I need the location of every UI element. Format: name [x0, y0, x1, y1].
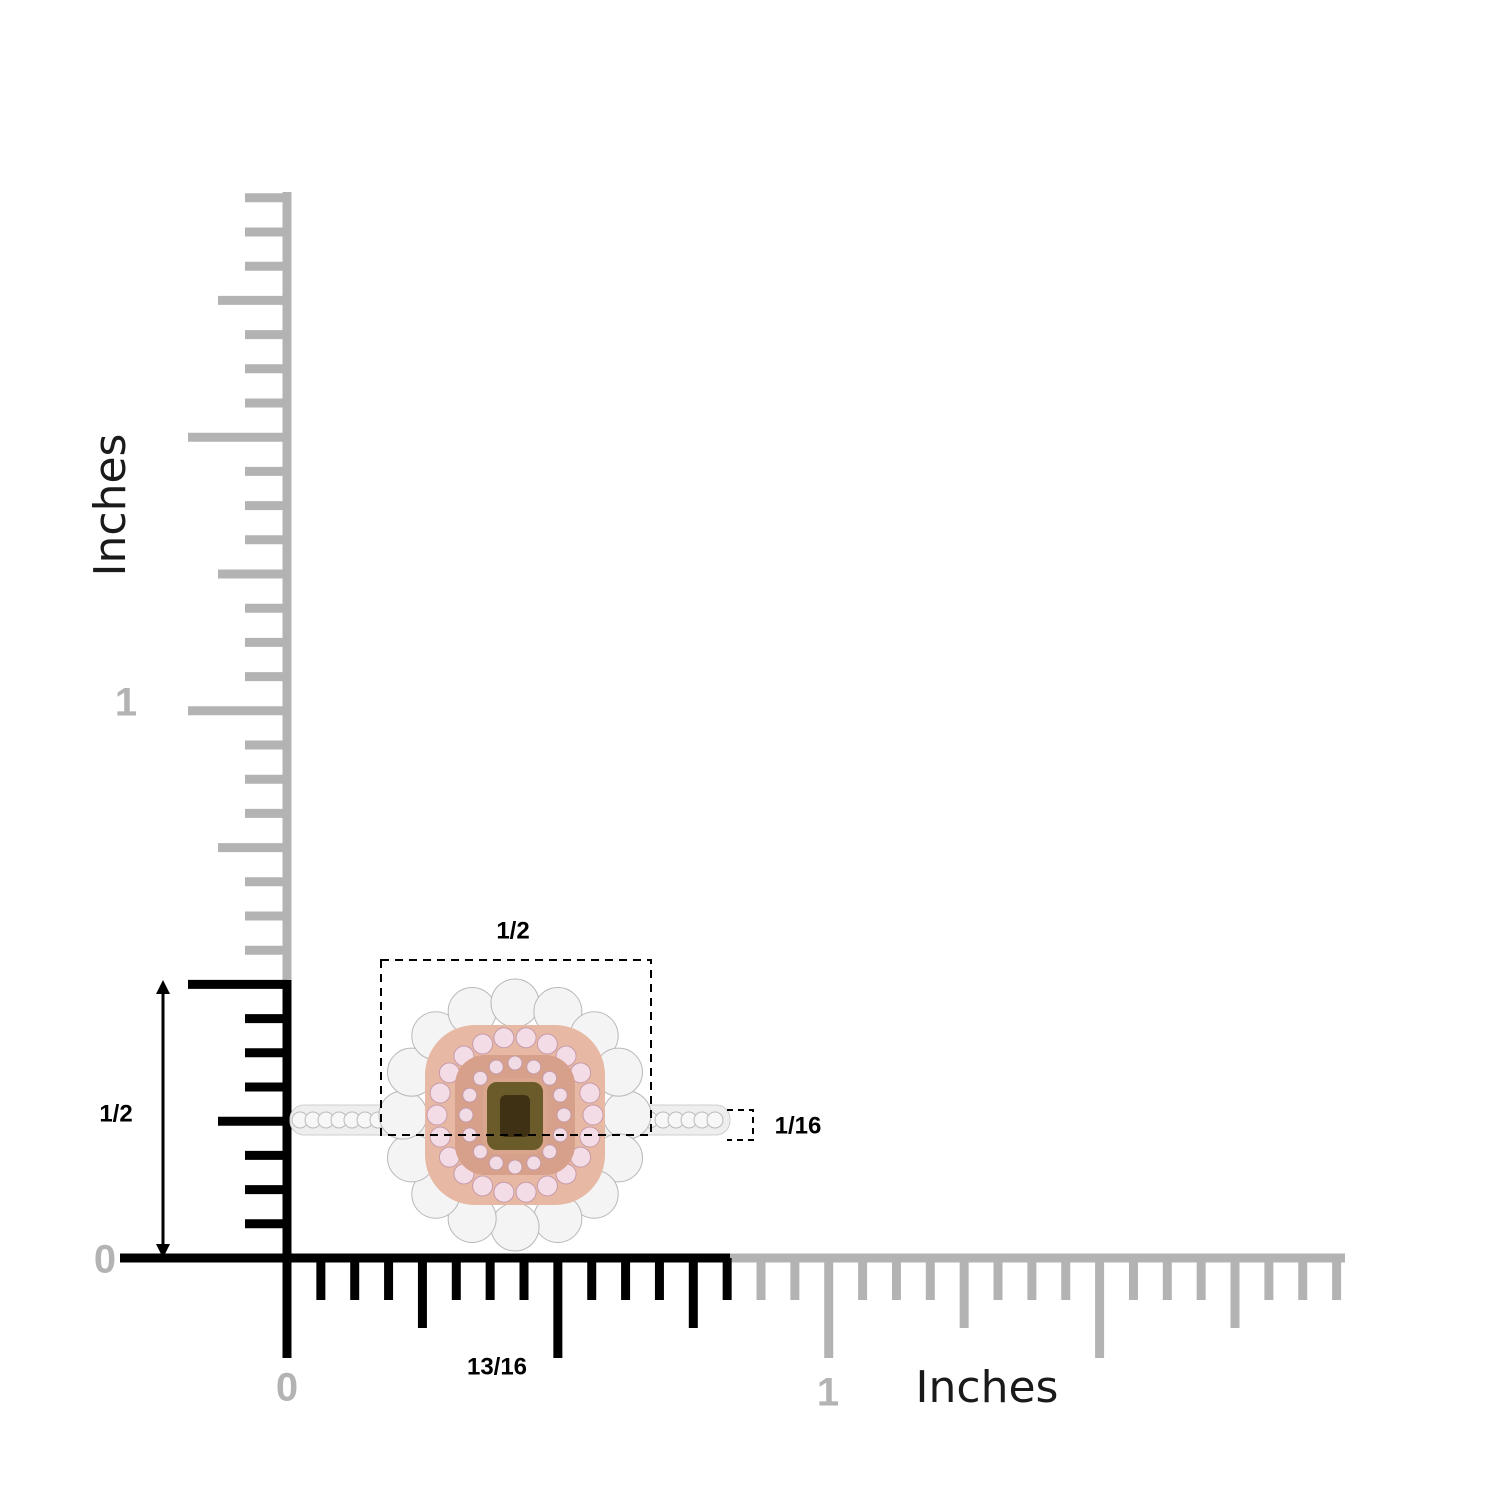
ring-photo [289, 978, 731, 1252]
x-label: 0 [276, 1366, 298, 1410]
length-label: 13/16 [467, 1353, 527, 1380]
pink-stone [472, 1144, 488, 1160]
halo-stone [602, 1090, 652, 1140]
pink-stone [579, 1082, 601, 1104]
halo-stone [490, 978, 540, 1028]
pink-stone [515, 1027, 537, 1049]
pink-stone [507, 1055, 523, 1071]
pink-stone [488, 1059, 504, 1075]
pink-stone [493, 1027, 515, 1049]
pink-stone [429, 1082, 451, 1104]
pink-stone [536, 1033, 558, 1055]
rulers [120, 192, 1345, 1358]
x-label: 1 [817, 1371, 839, 1415]
band-bracket [727, 1109, 754, 1141]
pink-stone [462, 1087, 478, 1103]
pink-stone [472, 1033, 494, 1055]
halo-stone [490, 1202, 540, 1252]
pink-stone [488, 1155, 504, 1171]
pink-stone [552, 1087, 568, 1103]
band-stone [706, 1111, 724, 1129]
y-axis-title: Inches [85, 434, 136, 577]
pink-stone [429, 1126, 451, 1148]
pink-stone [526, 1059, 542, 1075]
width-box [380, 959, 652, 1136]
pink-stone [472, 1070, 488, 1086]
pink-stone [458, 1107, 474, 1123]
center-facet [500, 1095, 530, 1137]
width-label: 1/2 [496, 917, 529, 944]
x-axis-title: Inches [916, 1362, 1059, 1413]
height-label: 1/2 [99, 1100, 132, 1127]
pink-stone [515, 1181, 537, 1203]
pink-stone [526, 1155, 542, 1171]
pink-stone [542, 1144, 558, 1160]
pink-stone [493, 1181, 515, 1203]
pink-stone [542, 1070, 558, 1086]
halo-stone [378, 1090, 428, 1140]
y-label: 1 [115, 681, 137, 725]
pink-stone [582, 1104, 604, 1126]
y-label: 0 [94, 1238, 116, 1282]
band-label: 1/16 [775, 1112, 822, 1139]
pink-stone [507, 1159, 523, 1175]
pink-stone [472, 1175, 494, 1197]
pink-stone [556, 1107, 572, 1123]
pink-stone [536, 1175, 558, 1197]
pink-stone [426, 1104, 448, 1126]
pink-stone [579, 1126, 601, 1148]
